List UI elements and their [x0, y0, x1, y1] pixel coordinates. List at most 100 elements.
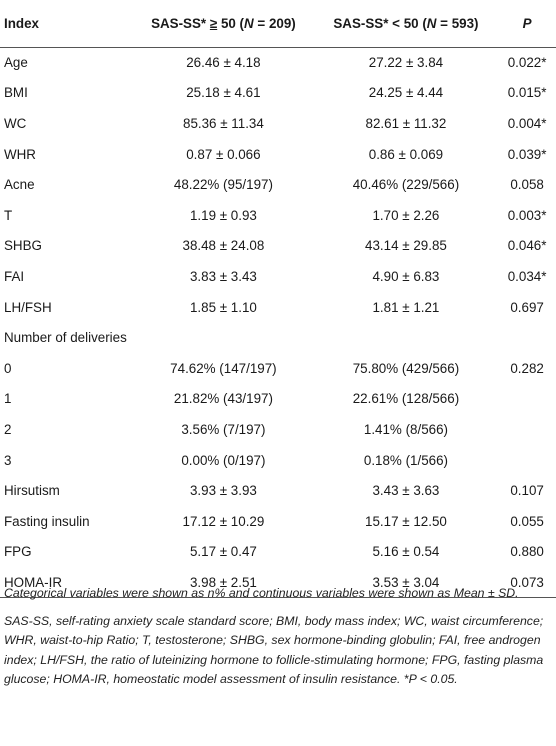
cell-index: SHBG	[4, 238, 42, 254]
cell-group-low: 40.46% (229/566)	[352, 177, 460, 193]
cell-p-value	[498, 384, 556, 415]
header-index: Index	[0, 0, 134, 48]
table-row: WC 85.36 ± 11.34 82.61 ± 11.32 0.004*	[0, 108, 556, 139]
header-group-high-prefix: SAS-SS*	[151, 15, 210, 31]
cell-p-value: 0.697	[510, 299, 544, 315]
cell-index: WHR	[4, 146, 36, 162]
cell-group-high: 5.17 ± 0.47	[189, 544, 257, 560]
cell-group-high: 1.85 ± 1.10	[189, 299, 257, 315]
cell-group-low: 75.80% (429/566)	[352, 360, 460, 376]
cell-p-value: 0.055	[510, 513, 544, 529]
cell-p-value: 0.073	[498, 567, 556, 599]
cell-group-high: 0.00% (0/197)	[181, 452, 266, 468]
cell-index: 2	[4, 421, 12, 437]
header-group-low-prefix: SAS-SS*	[333, 15, 393, 31]
table-row: Age 26.46 ± 4.18 27.22 ± 3.84 0.022*	[0, 47, 556, 78]
cell-index: WC	[4, 115, 27, 131]
cell-index: Hirsutism	[4, 483, 60, 499]
cell-group-low: 1.70 ± 2.26	[372, 207, 440, 223]
table-row: Number of deliveries	[0, 322, 556, 353]
comparison-table: Index SAS-SS* ≥ 50 (N = 209) SAS-SS* < 5…	[0, 0, 556, 599]
cell-group-high: 85.36 ± 11.34	[183, 115, 264, 131]
cell-group-high	[133, 322, 314, 353]
cell-p-value: 0.880	[510, 544, 544, 560]
cell-group-low: 0.18% (1/566)	[363, 452, 448, 468]
cell-index: Number of deliveries	[4, 330, 127, 346]
header-group-high-count: = 209)	[253, 15, 296, 31]
table-footnotes: Categorical variables were shown as n% a…	[4, 584, 552, 698]
footnote-abbreviations: SAS-SS, self-rating anxiety scale standa…	[4, 613, 544, 687]
cell-group-high: 17.12 ± 10.29	[182, 513, 265, 529]
table-row: Fasting insulin 17.12 ± 10.29 15.17 ± 12.5…	[0, 506, 556, 537]
cell-p-value: 0.015*	[507, 85, 547, 101]
cell-group-high: 1.19 ± 0.93	[189, 207, 257, 223]
table-row: Acne 48.22% (95/197) 40.46% (229/566) 0.058	[0, 169, 556, 200]
cell-group-low: 24.25 ± 4.44	[368, 85, 444, 101]
table-row: SHBG 38.48 ± 24.08 43.14 ± 29.85 0.046*	[0, 231, 556, 262]
cell-group-low: 1.81 ± 1.21	[372, 299, 440, 315]
cell-group-high: 21.82% (43/197)	[173, 391, 273, 407]
table-row: WHR 0.87 ± 0.066 0.86 ± 0.069 0.039*	[0, 139, 556, 170]
cell-index: HOMA-IR	[0, 567, 134, 599]
cell-index: LH/FSH	[4, 299, 52, 315]
cell-group-high: 48.22% (95/197)	[173, 177, 273, 193]
header-row: Index SAS-SS* ≥ 50 (N = 209) SAS-SS* < 5…	[0, 0, 556, 48]
cell-p-value: 0.046*	[507, 238, 547, 254]
cell-group-low: 3.43 ± 3.63	[372, 483, 440, 499]
cell-index: FAI	[4, 268, 25, 284]
table-row: 0 74.62% (147/197) 75.80% (429/566) 0.282	[0, 353, 556, 384]
table-row: FAI 3.83 ± 3.43 4.90 ± 6.83 0.034*	[0, 261, 556, 292]
cell-p-value: 0.034*	[507, 268, 547, 284]
header-group-high: SAS-SS* ≥ 50 (N = 209)	[133, 0, 314, 48]
cell-group-high: 3.93 ± 3.93	[189, 483, 257, 499]
cell-p-value: 0.039*	[507, 146, 547, 162]
cell-p-value	[498, 322, 556, 353]
cell-group-low: 0.86 ± 0.069	[368, 146, 444, 162]
cell-group-low: 4.90 ± 6.83	[372, 268, 440, 284]
cell-p-value: 0.058	[510, 177, 544, 193]
cell-index: Fasting insulin	[4, 513, 90, 529]
cell-index: 0	[4, 360, 12, 376]
header-group-low-count: = 593)	[436, 15, 479, 31]
cell-group-low	[314, 322, 499, 353]
cell-group-high: 3.98 ± 2.51	[133, 567, 314, 599]
cell-index: Acne	[4, 177, 35, 193]
table-row: LH/FSH 1.85 ± 1.10 1.81 ± 1.21 0.697	[0, 292, 556, 323]
cell-group-high: 0.87 ± 0.066	[186, 146, 261, 162]
cell-p-value	[498, 445, 556, 476]
table-header: Index SAS-SS* ≥ 50 (N = 209) SAS-SS* < 5…	[0, 0, 556, 48]
header-group-low-n: N	[426, 15, 437, 31]
header-p-value: P	[498, 0, 556, 48]
table-row: BMI 25.18 ± 4.61 24.25 ± 4.44 0.015*	[0, 78, 556, 109]
header-p-label: P	[522, 15, 532, 31]
cell-group-high: 3.83 ± 3.43	[189, 268, 257, 284]
table-row: HOMA-IR 3.98 ± 2.51 3.53 ± 3.04 0.073	[0, 567, 556, 599]
table-body: Age 26.46 ± 4.18 27.22 ± 3.84 0.022* BMI 2 5.1…	[0, 47, 556, 599]
cell-p-value: 0.003*	[507, 207, 547, 223]
table-row: 2 3.56% (7/197) 1.41% (8/566)	[0, 414, 556, 445]
cell-index: Age	[4, 55, 28, 71]
header-group-high-operator: ≥	[209, 15, 218, 31]
cell-index: FPG	[4, 544, 32, 560]
table-row: 1 21.82% (43/197) 22.61% (128/566)	[0, 384, 556, 415]
cell-group-low: 43.14 ± 29.85	[365, 238, 447, 254]
table-row: 3 0.00% (0/197) 0.18% (1/566)	[0, 445, 556, 476]
cell-p-value: 0.282	[510, 360, 544, 376]
table-row: FPG 5.17 ± 0.47 5.16 ± 0.54 0.880	[0, 537, 556, 568]
cell-group-high: 3.56% (7/197)	[181, 421, 266, 437]
cell-group-high: 38.48 ± 24.08	[182, 238, 265, 254]
cell-group-low: 82.61 ± 11.32	[365, 115, 447, 131]
cell-index: BMI	[4, 85, 28, 101]
table-row: T 1.19 ± 0.93 1.70 ± 2.26 0.003*	[0, 200, 556, 231]
cell-index: T	[4, 207, 13, 223]
cell-group-low: 15.17 ± 12.50	[365, 513, 447, 529]
cell-group-high: 74.62% (147/197)	[170, 360, 277, 376]
cell-p-value: 0.107	[510, 483, 544, 499]
header-group-low-operator: <	[392, 15, 400, 31]
cell-index: 1	[4, 391, 12, 407]
header-group-low: SAS-SS* < 50 (N = 593)	[313, 0, 499, 48]
cell-p-value	[498, 414, 556, 445]
cell-index: 3	[4, 452, 12, 468]
header-group-low-threshold: 50 (	[399, 15, 427, 31]
